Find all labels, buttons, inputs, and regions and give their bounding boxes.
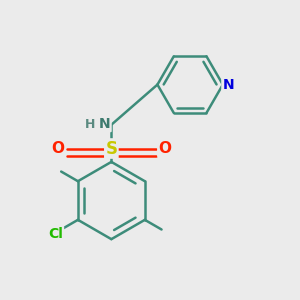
Text: O: O (158, 141, 171, 156)
Text: N: N (99, 117, 111, 131)
Text: N: N (222, 78, 234, 92)
Text: H: H (85, 118, 95, 130)
Text: Cl: Cl (48, 227, 63, 241)
Text: S: S (105, 140, 117, 158)
Text: O: O (51, 141, 64, 156)
